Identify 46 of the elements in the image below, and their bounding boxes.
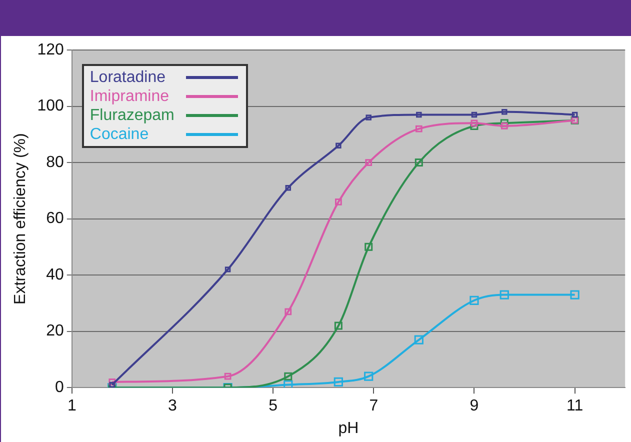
point	[224, 266, 231, 272]
point	[284, 380, 293, 388]
point	[224, 372, 232, 380]
y-tick-label: 100	[37, 98, 64, 115]
y-tick-label: 20	[46, 322, 64, 340]
x-tick-label: 1	[67, 398, 76, 415]
point	[284, 308, 292, 316]
point	[500, 290, 509, 300]
y-tick-label: 0	[54, 379, 64, 396]
point	[502, 109, 508, 115]
point	[500, 122, 508, 130]
point	[470, 296, 479, 305]
point	[572, 112, 578, 118]
point	[336, 142, 342, 149]
point	[414, 158, 423, 167]
point	[108, 378, 116, 386]
point	[334, 322, 342, 330]
x-tick-label: 7	[369, 398, 378, 415]
point	[570, 290, 580, 300]
y-tick-label: 120	[37, 41, 64, 58]
point	[414, 335, 424, 344]
point	[335, 198, 342, 206]
y-axis-title: Extraction efficiency (%)	[12, 133, 30, 304]
point	[334, 377, 344, 387]
legend-label: Cocaine	[90, 125, 149, 144]
point	[284, 372, 292, 380]
y-tick-label: 60	[46, 210, 64, 228]
point	[416, 112, 422, 118]
point	[366, 114, 372, 120]
x-tick-label: 9	[470, 398, 479, 415]
legend-label: Flurazepam	[90, 106, 174, 125]
point	[364, 242, 373, 251]
legend-label: Loratadine	[90, 68, 166, 87]
point	[470, 120, 478, 127]
y-tick-label: 80	[46, 154, 64, 171]
y-tick-label: 40	[46, 266, 64, 284]
x-tick-label: 3	[168, 398, 178, 415]
point	[471, 112, 478, 118]
x-axis-title: pH	[338, 420, 359, 437]
point	[364, 372, 374, 381]
point	[365, 159, 372, 166]
point	[415, 125, 422, 132]
point	[285, 184, 292, 191]
x-tick-label: 5	[268, 398, 278, 415]
legend-label: Imipramine	[90, 87, 170, 106]
x-tick-label: 11	[566, 398, 584, 415]
